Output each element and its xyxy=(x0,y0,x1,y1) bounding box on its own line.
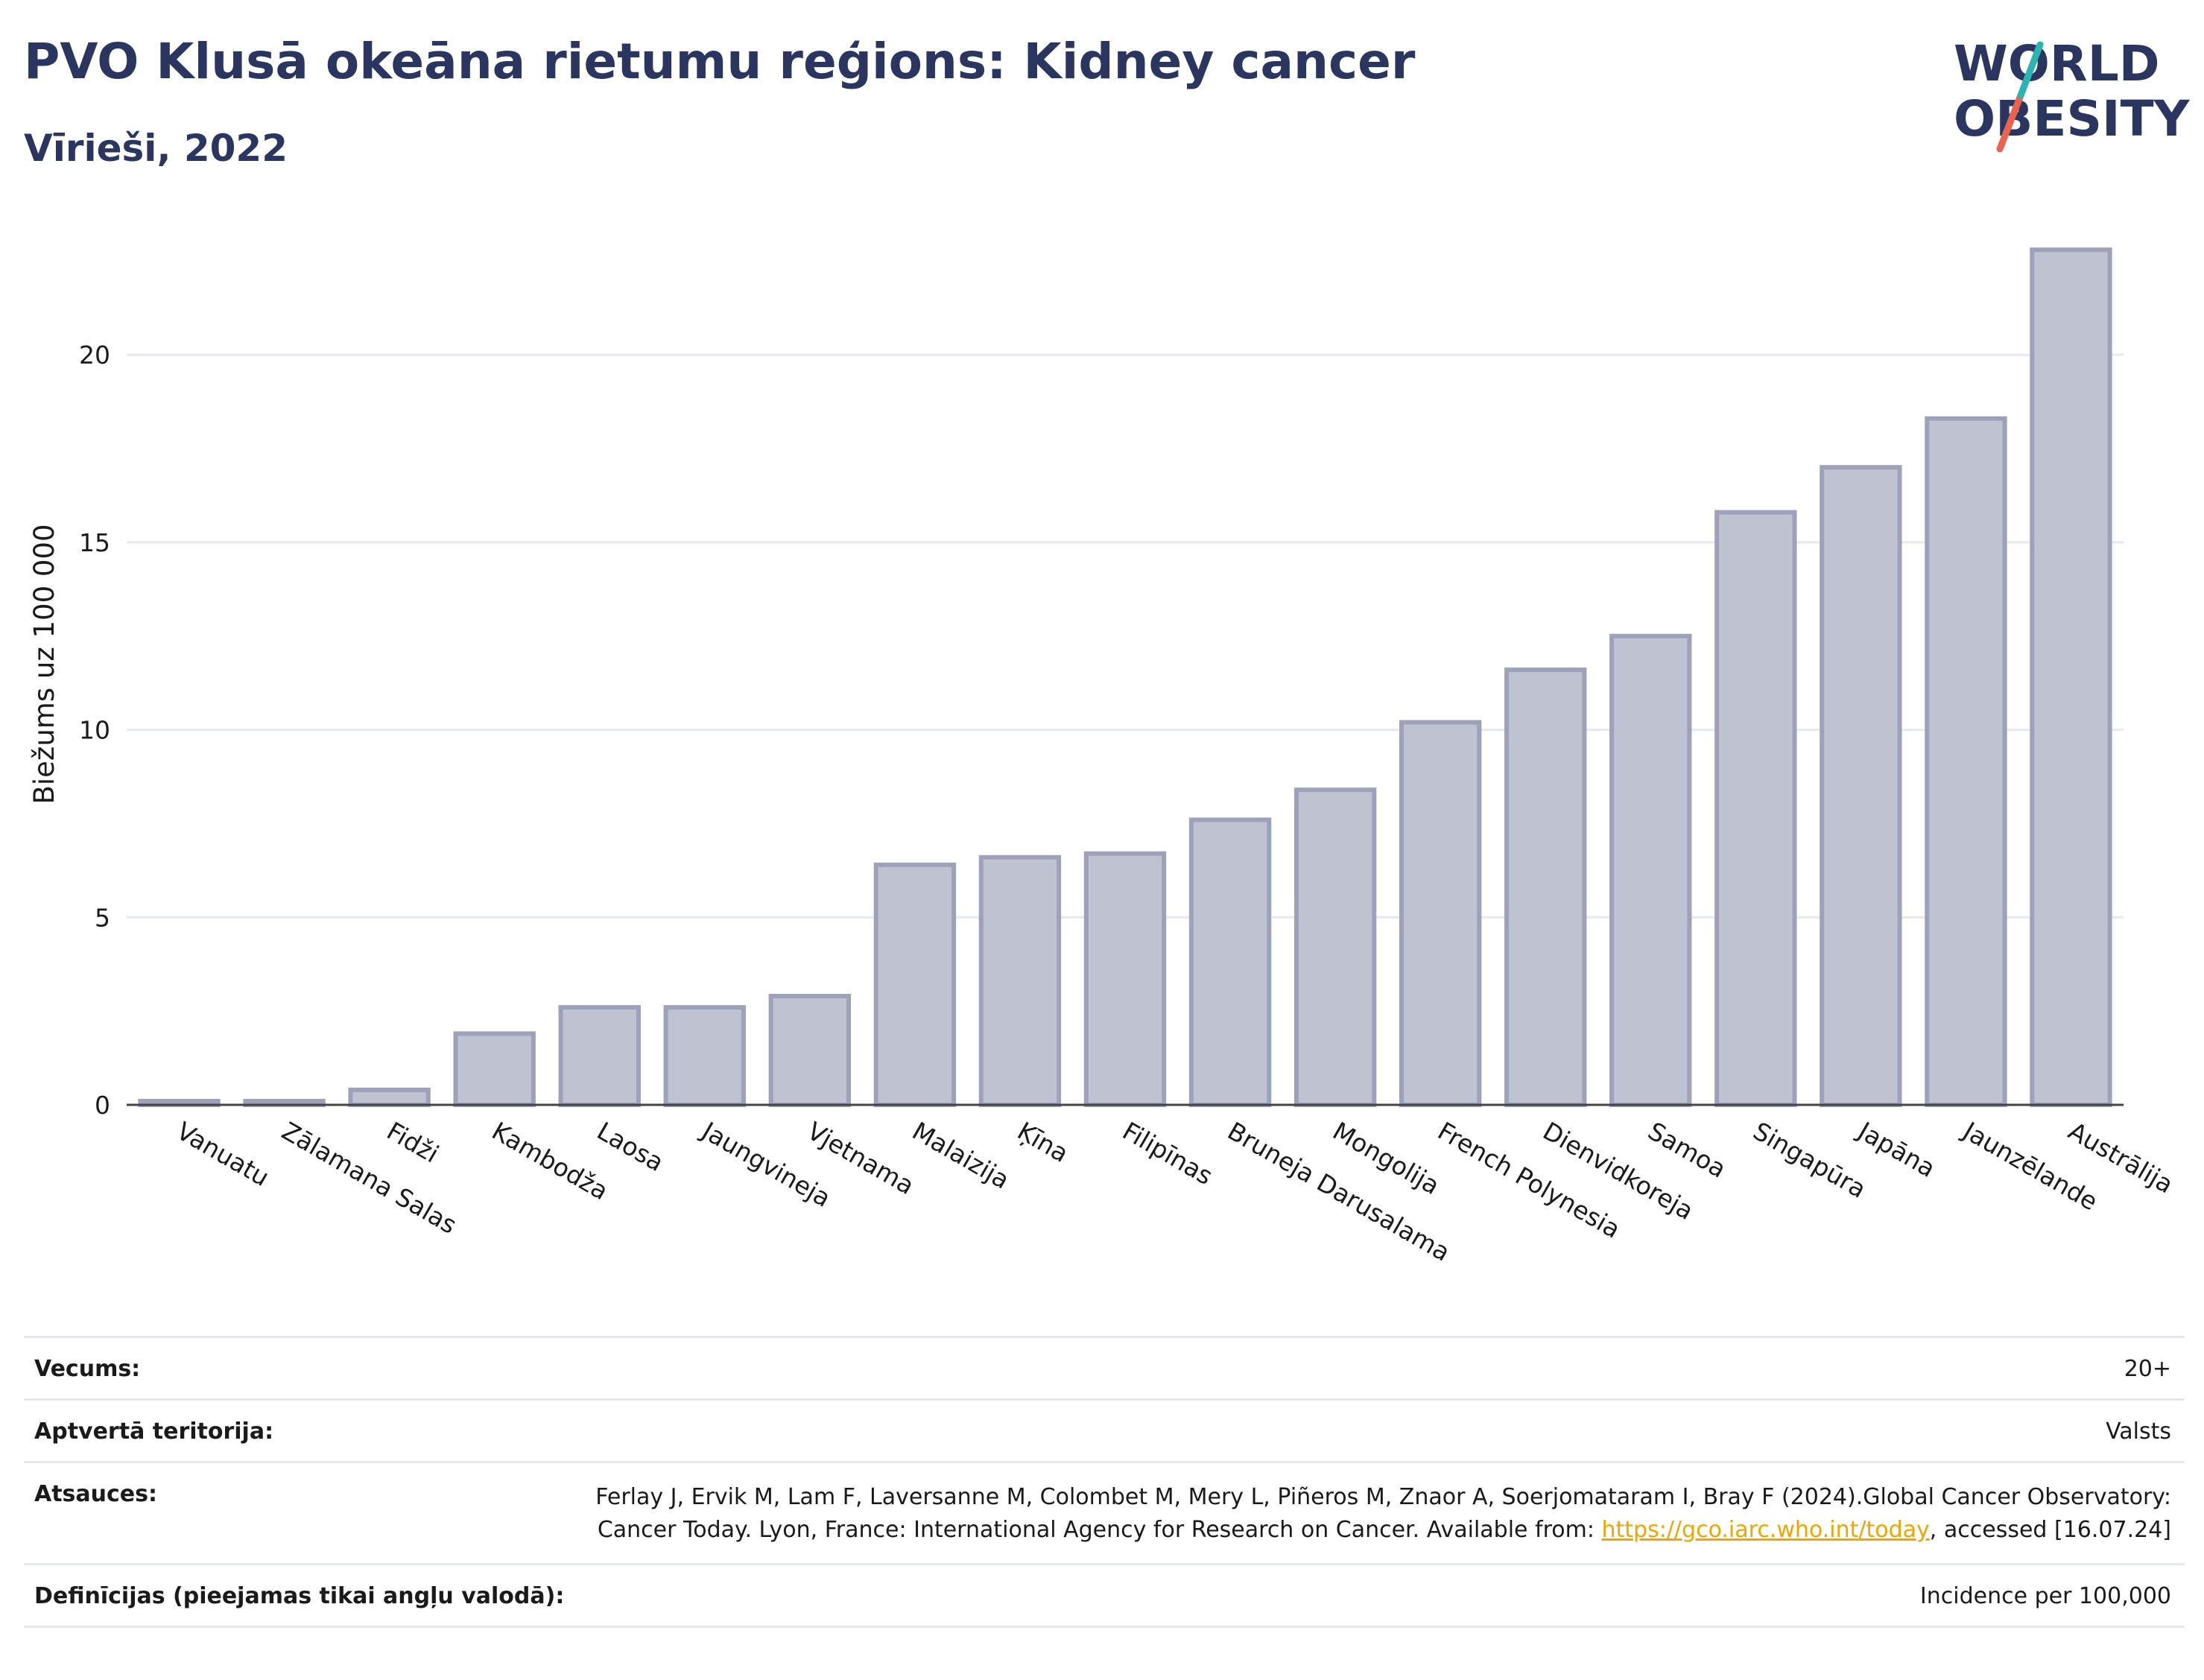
coverage-label: Aptvertā teritorija: xyxy=(34,1419,274,1445)
logo-line1: WORLD xyxy=(1954,35,2160,92)
x-tick-label: Kambodža xyxy=(487,1116,613,1205)
bar[interactable] xyxy=(1609,633,1692,1107)
info-row-definitions: Definīcijas (pieejamas tikai angļu valod… xyxy=(24,1563,2185,1628)
y-tick-label: 10 xyxy=(79,716,110,745)
x-tick-label: Vanuatu xyxy=(172,1116,274,1192)
x-tick-label: Samoa xyxy=(1643,1116,1731,1184)
x-tick-label: Singapūra xyxy=(1748,1116,1871,1204)
x-tick-label: Ķīna xyxy=(1013,1116,1074,1168)
chart-subtitle: Vīrieši, 2022 xyxy=(24,127,288,170)
references-link[interactable]: https://gco.iarc.who.int/today xyxy=(1601,1517,1930,1543)
references-value: Ferlay J, Ervik M, Lam F, Laversanne M, … xyxy=(569,1481,2171,1547)
age-label: Vecums: xyxy=(34,1356,141,1382)
info-row-coverage: Aptvertā teritorija: Valsts xyxy=(24,1398,2185,1461)
definitions-value: Incidence per 100,000 xyxy=(1919,1583,2171,1609)
y-tick-label: 20 xyxy=(79,340,110,370)
references-label: Atsauces: xyxy=(34,1481,157,1507)
bar[interactable] xyxy=(1820,465,1902,1107)
x-tick-label: Zālamana Salas xyxy=(277,1116,462,1240)
bar[interactable] xyxy=(978,855,1062,1107)
y-tick-label: 15 xyxy=(79,528,110,557)
x-tick-label: Malaizija xyxy=(908,1116,1014,1194)
bar[interactable] xyxy=(663,1005,746,1107)
bar[interactable] xyxy=(2030,247,2112,1108)
info-row-age: Vecums: 20+ xyxy=(24,1336,2185,1398)
info-table: Vecums: 20+ Aptvertā teritorija: Valsts … xyxy=(24,1336,2185,1628)
bar[interactable] xyxy=(1188,817,1272,1107)
x-tick-label: Fidži xyxy=(382,1116,444,1168)
bar[interactable] xyxy=(1083,851,1167,1107)
y-axis-ticks: 0 5 10 15 20 xyxy=(79,340,110,1120)
logo-line2: OBESITY xyxy=(1954,90,2191,148)
bar[interactable] xyxy=(558,1005,641,1107)
bar[interactable] xyxy=(1504,668,1587,1107)
chart-title: PVO Klusā okeāna rietumu reģions: Kidney… xyxy=(24,33,1416,90)
bar[interactable] xyxy=(453,1031,536,1107)
x-tick-label: Filipīnas xyxy=(1118,1116,1217,1191)
references-accessed: , accessed [16.07.24] xyxy=(1929,1517,2171,1543)
x-tick-label: Laosa xyxy=(592,1116,669,1177)
x-tick-label: Japāna xyxy=(1852,1115,1940,1183)
x-tick-label: French Polynesia xyxy=(1433,1116,1625,1244)
age-value: 20+ xyxy=(2124,1356,2171,1382)
references-text: Ferlay J, Ervik M, Lam F, Laversanne M, … xyxy=(595,1484,2171,1543)
bar[interactable] xyxy=(1925,416,2007,1107)
world-obesity-logo: WORLD OBESITY xyxy=(1954,35,2191,153)
info-row-references: Atsauces: Ferlay J, Ervik M, Lam F, Lave… xyxy=(24,1461,2185,1563)
bars xyxy=(138,247,2112,1108)
y-axis-title: Biežums uz 100 000 xyxy=(28,524,60,804)
bar[interactable] xyxy=(768,994,852,1108)
definitions-label: Definīcijas (pieejamas tikai angļu valod… xyxy=(34,1583,565,1609)
bar[interactable] xyxy=(1399,720,1482,1107)
bar[interactable] xyxy=(1714,510,1797,1107)
bar[interactable] xyxy=(348,1087,431,1107)
y-tick-label: 5 xyxy=(95,903,110,932)
bar[interactable] xyxy=(873,862,957,1107)
coverage-value: Valsts xyxy=(2106,1419,2171,1445)
bar[interactable] xyxy=(1293,787,1377,1107)
y-tick-label: 0 xyxy=(95,1091,110,1120)
